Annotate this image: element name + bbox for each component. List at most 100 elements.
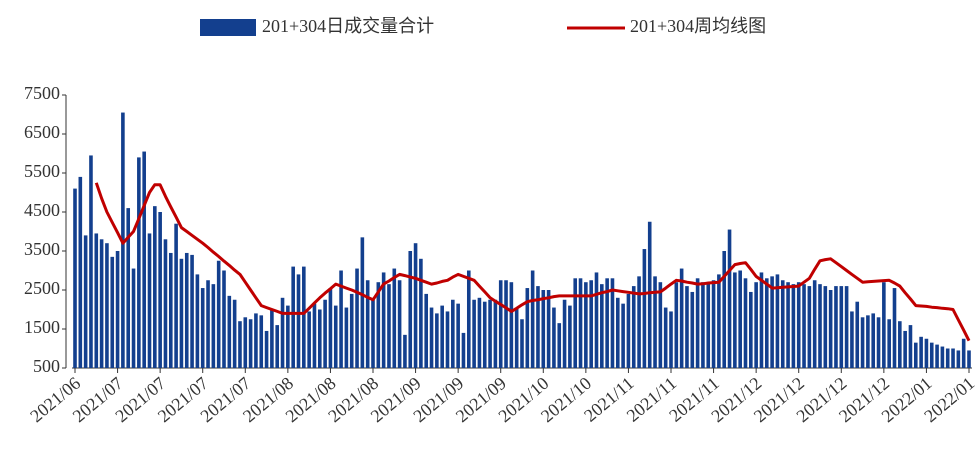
bar — [796, 282, 801, 368]
bar — [355, 268, 359, 368]
bar — [812, 280, 817, 368]
bar — [647, 221, 652, 368]
bar — [903, 330, 907, 368]
bar — [961, 338, 966, 368]
bar — [908, 325, 913, 368]
bar — [222, 270, 226, 368]
bar — [573, 278, 578, 368]
bar — [898, 321, 902, 368]
bar — [759, 272, 764, 368]
bar — [552, 307, 556, 368]
bar — [456, 303, 460, 368]
bar — [621, 303, 625, 368]
bar — [323, 299, 327, 368]
legend-swatch-bar — [200, 19, 256, 36]
bar — [264, 330, 269, 368]
bar — [99, 239, 104, 368]
bar — [967, 350, 971, 368]
bar — [562, 299, 567, 368]
bar — [919, 336, 923, 368]
bar — [312, 303, 317, 368]
bar — [887, 319, 891, 368]
bar — [860, 317, 865, 368]
bar — [254, 313, 258, 368]
bar — [227, 295, 232, 368]
y-tick-label: 3500 — [24, 239, 60, 259]
bar — [520, 319, 524, 368]
bar — [711, 280, 716, 368]
bar — [381, 272, 386, 368]
y-tick-label: 5500 — [24, 161, 60, 181]
bar — [179, 258, 184, 368]
bar — [153, 206, 157, 368]
bar — [669, 311, 673, 368]
bar — [275, 325, 280, 368]
bar — [392, 268, 397, 368]
bar — [259, 315, 264, 368]
bar — [717, 274, 721, 368]
bar — [940, 346, 945, 368]
bar — [94, 233, 99, 368]
bar — [137, 157, 141, 368]
bar — [158, 212, 162, 368]
bar — [695, 278, 700, 368]
bar — [722, 251, 727, 368]
bar — [514, 307, 519, 368]
bar — [333, 305, 338, 368]
bar — [270, 309, 274, 368]
bar — [754, 282, 758, 368]
bar — [706, 282, 711, 368]
bar — [344, 307, 349, 368]
bar — [610, 278, 615, 368]
bar — [349, 293, 354, 368]
bar — [190, 254, 194, 368]
bar — [73, 188, 77, 368]
bar — [371, 299, 375, 368]
bar — [360, 237, 365, 368]
bar — [530, 270, 535, 368]
bar — [839, 286, 844, 368]
bar — [168, 252, 173, 368]
bar — [626, 293, 631, 368]
legend-label: 201+304周均线图 — [630, 16, 766, 36]
bar — [419, 258, 423, 368]
bar — [536, 286, 540, 368]
bar — [403, 334, 407, 368]
bar — [339, 270, 343, 368]
bar — [376, 282, 381, 368]
bar — [184, 252, 189, 368]
bar — [850, 311, 854, 368]
bar — [488, 299, 492, 368]
y-tick-label: 4500 — [24, 200, 60, 220]
bar — [280, 297, 285, 368]
bar — [834, 286, 838, 368]
bar — [929, 342, 934, 368]
bar — [876, 317, 881, 368]
bar — [302, 266, 306, 368]
bar — [131, 268, 136, 368]
bar — [504, 280, 508, 368]
bar — [435, 313, 439, 368]
bar — [924, 338, 929, 368]
y-tick-label: 1500 — [24, 317, 60, 337]
bar — [440, 305, 444, 368]
bar — [674, 282, 679, 368]
y-tick-label: 2500 — [24, 278, 60, 298]
bar — [807, 286, 812, 368]
bar — [413, 243, 418, 368]
bar — [584, 282, 588, 368]
bar — [615, 297, 620, 368]
bar — [935, 344, 939, 368]
bar — [913, 342, 918, 368]
bar — [701, 282, 705, 368]
bar — [408, 251, 413, 368]
bar — [594, 272, 599, 368]
bar — [738, 270, 742, 368]
bar — [600, 284, 604, 368]
bar — [83, 235, 88, 368]
bar — [195, 274, 200, 368]
bar — [557, 323, 562, 368]
bar — [663, 307, 668, 368]
bar — [956, 350, 961, 368]
bar — [541, 290, 546, 368]
